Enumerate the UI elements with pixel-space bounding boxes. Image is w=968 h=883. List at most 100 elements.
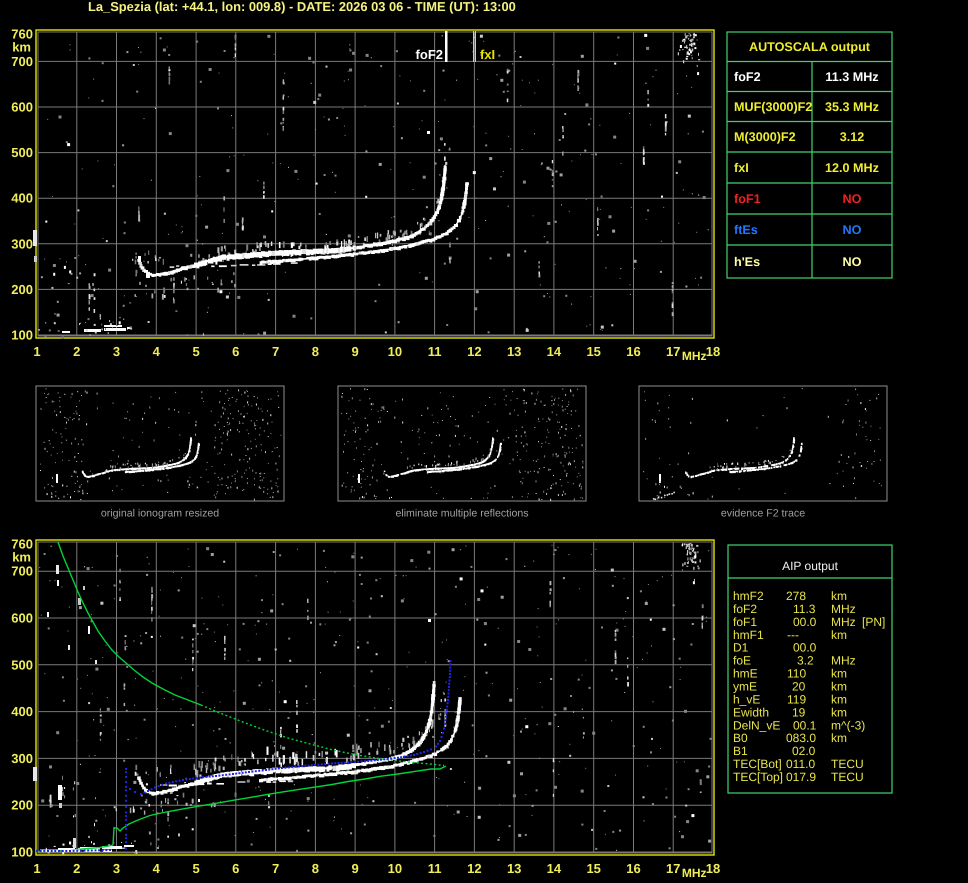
svg-text:foF2: foF2 xyxy=(416,47,443,62)
svg-text:17: 17 xyxy=(666,344,680,359)
svg-text:35.3 MHz: 35.3 MHz xyxy=(825,100,879,114)
svg-text:17: 17 xyxy=(666,861,680,876)
svg-text:5: 5 xyxy=(192,861,199,876)
svg-text:500: 500 xyxy=(11,145,33,160)
svg-text:6: 6 xyxy=(232,861,239,876)
svg-text:foF1: foF1 xyxy=(734,192,761,206)
svg-text:hmF1: hmF1 xyxy=(733,628,764,642)
svg-text:5: 5 xyxy=(192,344,199,359)
svg-text:h'Es: h'Es xyxy=(734,255,760,269)
svg-text:km: km xyxy=(831,680,847,694)
svg-text:km: km xyxy=(831,705,847,719)
svg-text:Ewidth: Ewidth xyxy=(733,705,769,719)
svg-text:original ionogram resized: original ionogram resized xyxy=(101,508,219,520)
svg-text:hmE: hmE xyxy=(733,667,758,681)
svg-text:20: 20 xyxy=(792,680,806,694)
svg-text:DelN_vE: DelN_vE xyxy=(733,718,780,732)
svg-text:15: 15 xyxy=(586,861,600,876)
svg-text:hmF2: hmF2 xyxy=(733,589,764,603)
svg-text:11.3: 11.3 xyxy=(793,602,816,616)
svg-text:1: 1 xyxy=(33,344,40,359)
svg-text:110: 110 xyxy=(787,667,806,681)
svg-text:TECU: TECU xyxy=(831,770,864,784)
svg-text:3: 3 xyxy=(113,344,120,359)
svg-text:NO: NO xyxy=(843,255,862,269)
svg-text:1: 1 xyxy=(33,861,40,876)
svg-text:km: km xyxy=(831,589,847,603)
svg-text:3.12: 3.12 xyxy=(840,130,865,144)
svg-text:011.0: 011.0 xyxy=(786,757,815,771)
svg-text:500: 500 xyxy=(11,657,33,672)
svg-text:MHz: MHz xyxy=(831,602,856,616)
svg-text:AIP output: AIP output xyxy=(782,559,838,573)
svg-text:119: 119 xyxy=(787,692,806,706)
svg-text:100: 100 xyxy=(11,328,33,343)
svg-text:foF2: foF2 xyxy=(734,70,761,84)
svg-text:2: 2 xyxy=(73,861,80,876)
svg-text:8: 8 xyxy=(312,344,319,359)
svg-text:---: --- xyxy=(787,628,799,642)
svg-text:00.0: 00.0 xyxy=(793,615,817,629)
svg-text:6: 6 xyxy=(232,344,239,359)
svg-text:400: 400 xyxy=(11,191,33,206)
svg-text:M(3000)F2: M(3000)F2 xyxy=(734,130,796,144)
svg-text:NO: NO xyxy=(843,223,862,237)
svg-text:14: 14 xyxy=(547,344,562,359)
svg-text:ftEs: ftEs xyxy=(734,223,758,237)
svg-text:00.0: 00.0 xyxy=(793,641,817,655)
svg-text:ymE: ymE xyxy=(733,680,757,694)
svg-text:14: 14 xyxy=(547,861,562,876)
svg-text:MHz: MHz xyxy=(831,615,856,629)
svg-text:13: 13 xyxy=(507,861,521,876)
svg-text:TECU: TECU xyxy=(831,757,864,771)
svg-text:km: km xyxy=(831,667,847,681)
svg-text:km: km xyxy=(831,628,847,642)
svg-text:evidence F2 trace: evidence F2 trace xyxy=(721,508,805,520)
svg-text:foF2: foF2 xyxy=(733,602,757,616)
svg-text:8: 8 xyxy=(312,861,319,876)
svg-text:12.0 MHz: 12.0 MHz xyxy=(825,161,879,175)
svg-text:fxI: fxI xyxy=(734,161,749,175)
svg-text:MHz: MHz xyxy=(682,866,707,880)
svg-text:3.2: 3.2 xyxy=(797,654,814,668)
svg-text:m^(-3): m^(-3) xyxy=(831,718,865,732)
svg-text:9: 9 xyxy=(351,344,358,359)
svg-text:300: 300 xyxy=(11,236,33,251)
svg-text:083.0: 083.0 xyxy=(786,731,816,745)
svg-text:18: 18 xyxy=(706,344,720,359)
svg-text:[PN]: [PN] xyxy=(862,615,885,629)
svg-text:3: 3 xyxy=(113,861,120,876)
svg-text:4: 4 xyxy=(153,344,161,359)
svg-text:MHz: MHz xyxy=(682,349,707,363)
svg-text:MUF(3000)F2: MUF(3000)F2 xyxy=(734,100,812,114)
svg-text:La_Spezia (lat: +44.1, lon: 00: La_Spezia (lat: +44.1, lon: 009.8) - DAT… xyxy=(88,0,516,14)
svg-text:16: 16 xyxy=(626,344,640,359)
svg-text:700: 700 xyxy=(11,54,33,69)
svg-text:300: 300 xyxy=(11,751,33,766)
svg-text:13: 13 xyxy=(507,344,521,359)
svg-text:4: 4 xyxy=(153,861,161,876)
svg-text:19: 19 xyxy=(792,705,806,719)
svg-text:foF1: foF1 xyxy=(733,615,757,629)
svg-text:16: 16 xyxy=(626,861,640,876)
svg-text:017.9: 017.9 xyxy=(786,770,816,784)
svg-text:D1: D1 xyxy=(733,641,749,655)
svg-text:10: 10 xyxy=(388,344,402,359)
svg-text:NO: NO xyxy=(843,192,862,206)
svg-text:700: 700 xyxy=(11,564,33,579)
svg-text:TEC[Bot]: TEC[Bot] xyxy=(733,757,782,771)
svg-text:11.3 MHz: 11.3 MHz xyxy=(825,70,878,84)
svg-text:km: km xyxy=(831,692,847,706)
svg-text:km: km xyxy=(12,40,31,55)
svg-text:eliminate multiple reflections: eliminate multiple reflections xyxy=(395,508,528,520)
svg-text:h_vE: h_vE xyxy=(733,692,760,706)
svg-text:9: 9 xyxy=(351,861,358,876)
svg-text:11: 11 xyxy=(428,861,442,876)
svg-text:TEC[Top]: TEC[Top] xyxy=(733,770,783,784)
svg-text:600: 600 xyxy=(11,100,33,115)
svg-text:100: 100 xyxy=(11,845,33,860)
svg-text:400: 400 xyxy=(11,704,33,719)
svg-text:760: 760 xyxy=(11,537,33,552)
svg-text:12: 12 xyxy=(467,861,481,876)
svg-text:2: 2 xyxy=(73,344,80,359)
